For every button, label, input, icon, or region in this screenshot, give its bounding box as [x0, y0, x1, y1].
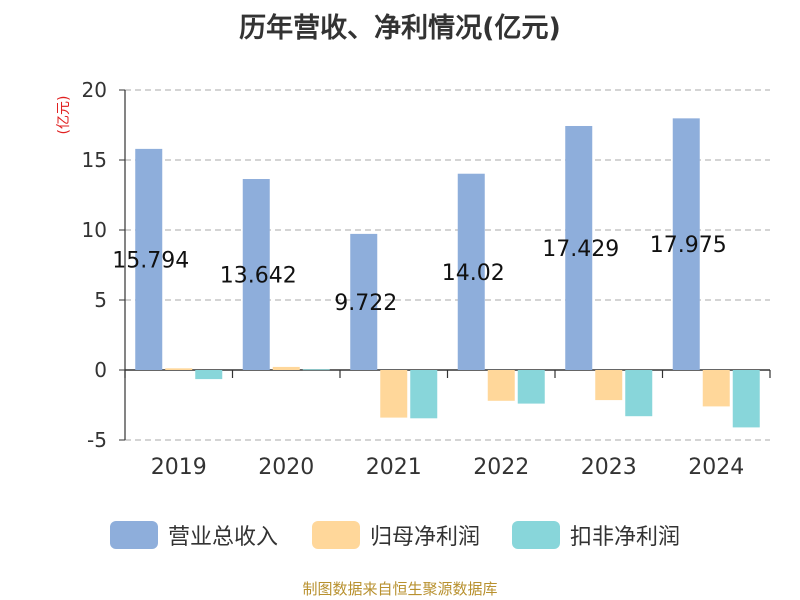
y-tick-label: -5 [87, 428, 107, 452]
x-tick-label: 2019 [151, 455, 207, 480]
bar-deducted-profit [625, 370, 653, 417]
bar-revenue [350, 233, 378, 370]
chart-title: 历年营收、净利情况(亿元) [239, 13, 561, 44]
y-tick-label: 0 [94, 358, 107, 382]
bar-revenue [565, 125, 593, 370]
legend-label-revenue: 营业总收入 [168, 525, 279, 550]
legend-item-net-profit[interactable]: 归母净利润 [312, 520, 480, 550]
bar-revenue [672, 118, 700, 370]
y-tick-label: 15 [82, 148, 107, 172]
y-tick-label: 5 [94, 288, 107, 312]
x-tick-label: 2020 [258, 455, 314, 480]
bar-deducted-profit [732, 370, 760, 428]
bar-deducted-profit [517, 370, 545, 404]
y-tick-label: 10 [82, 218, 107, 242]
data-label: 9.722 [334, 291, 397, 316]
x-tick-label: 2024 [688, 455, 744, 480]
legend-item-deducted-profit[interactable]: 扣非净利润 [512, 520, 680, 550]
data-label: 13.642 [220, 264, 297, 289]
legend-swatch-deducted-profit [512, 521, 560, 549]
bar-net-profit [380, 370, 408, 418]
data-label: 15.794 [112, 248, 189, 273]
x-tick-label: 2023 [581, 455, 637, 480]
bar-revenue [135, 148, 163, 370]
data-label: 14.02 [442, 261, 505, 286]
bar-deducted-profit [195, 370, 223, 380]
bar-revenue [457, 173, 485, 370]
legend-label-net-profit: 归母净利润 [370, 525, 481, 550]
bar-deducted-profit [410, 370, 438, 419]
legend-item-revenue[interactable]: 营业总收入 [110, 520, 278, 550]
bar-net-profit [272, 366, 300, 370]
bar-net-profit [487, 370, 515, 401]
bar-net-profit [165, 368, 193, 370]
legend-label-deducted-profit: 扣非净利润 [570, 525, 681, 550]
data-source-note: 制图数据来自恒生聚源数据库 [302, 580, 498, 598]
bar-revenue [242, 179, 270, 370]
bar-deducted-profit [302, 369, 330, 371]
bar-net-profit [595, 370, 623, 401]
data-label: 17.429 [542, 237, 619, 262]
legend-swatch-revenue [110, 521, 158, 549]
bar-net-profit [702, 370, 730, 407]
data-label: 17.975 [650, 233, 727, 258]
legend-swatch-net-profit [312, 521, 360, 549]
y-tick-label: 20 [82, 78, 107, 102]
x-tick-label: 2022 [473, 455, 529, 480]
x-tick-label: 2021 [366, 455, 422, 480]
y-axis-label: (亿元) [56, 96, 72, 135]
